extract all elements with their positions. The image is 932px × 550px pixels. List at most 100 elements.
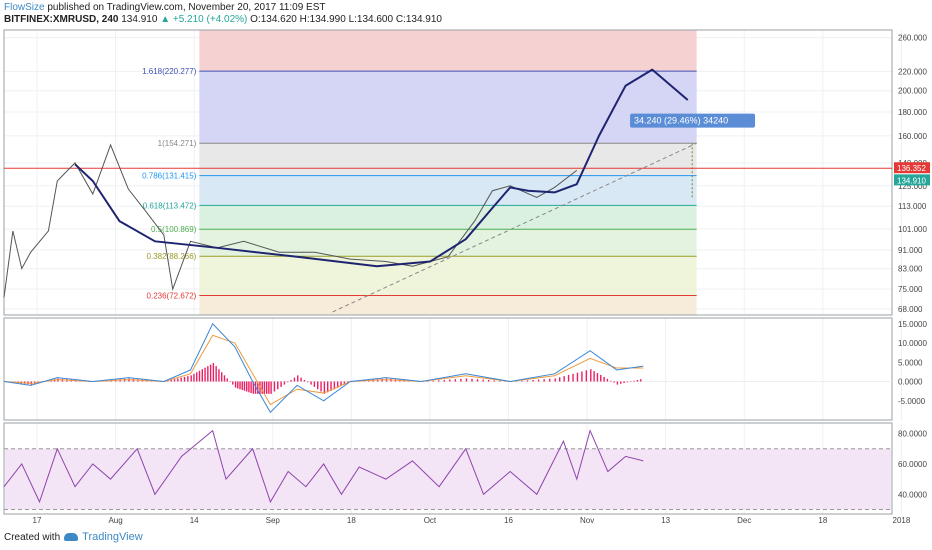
y-tick-label: 260.000 (898, 34, 927, 43)
macd-histogram-bar (432, 380, 434, 382)
macd-histogram-bar (606, 378, 609, 382)
macd-histogram-bar (201, 369, 203, 382)
last-price: 134.910 (121, 14, 158, 25)
price-series (3, 143, 578, 298)
macd-histogram-bar (330, 381, 332, 391)
macd-histogram-bar (438, 380, 440, 382)
macd-histogram-bar (180, 377, 182, 382)
macd-histogram-bar (273, 381, 276, 392)
macd-histogram-bar (600, 374, 602, 382)
macd-histogram-bar (526, 380, 529, 382)
fib-level-label: 0.618(113.472) (143, 201, 197, 210)
macd-histogram-bar (310, 381, 312, 385)
x-tick-label: Nov (580, 516, 594, 525)
macd-histogram-bar (590, 369, 592, 382)
macd-histogram-bar (630, 381, 632, 383)
macd-histogram-bar (633, 380, 635, 382)
macd-histogram-bar (471, 378, 473, 382)
macd-histogram-bar (499, 380, 501, 382)
macd-histogram-bar (177, 378, 179, 382)
macd-histogram-bar (532, 379, 534, 382)
measure-label: 34.240 (29.46%) 34240 (634, 116, 728, 126)
macd-histogram-bar (327, 381, 329, 393)
macd-y-tick-label: 5.0000 (898, 358, 923, 367)
macd-histogram-bar (268, 381, 270, 394)
macd-line (3, 322, 644, 414)
author-link[interactable]: FlowSize (4, 2, 45, 13)
y-tick-label: 68.000 (898, 305, 923, 314)
macd-histogram-bar (223, 375, 226, 382)
macd-histogram-bar (248, 381, 250, 393)
macd-histogram-bar (610, 380, 612, 382)
macd-histogram-bar (234, 381, 237, 388)
macd-histogram-bar (549, 378, 551, 382)
macd-histogram-bar (343, 381, 346, 385)
rsi-y-tick-label: 60.0000 (898, 460, 927, 469)
macd-histogram-bar (596, 373, 599, 382)
macd-histogram-bar (543, 379, 545, 382)
macd-histogram-bar (287, 381, 289, 383)
macd-histogram-bar (603, 376, 605, 382)
macd-histogram-bar (290, 379, 292, 382)
rsi-y-tick-label: 80.0000 (898, 430, 927, 439)
tradingview-logo-icon (64, 533, 79, 541)
macd-histogram-bar (537, 379, 540, 382)
fib-zone (199, 295, 697, 315)
symbol-name[interactable]: BITFINEX:XMRUSD, 240 (4, 14, 119, 25)
macd-histogram-bar (337, 381, 339, 388)
fib-level-label: 1(154.271) (158, 139, 197, 148)
macd-histogram-bar (443, 379, 445, 382)
tradingview-brand[interactable]: TradingView (82, 531, 143, 543)
macd-y-tick-label: -5.0000 (898, 397, 926, 406)
macd-panel (3, 317, 893, 421)
macd-histogram-bar (173, 379, 176, 382)
chart-canvas[interactable]: 17 Aug 14 Sep 18 Oct 16 Nov 13 Dec 18 2018 68.000 75.… (0, 0, 932, 530)
macd-histogram-bar (313, 381, 316, 387)
macd-histogram-bar (263, 381, 266, 394)
macd-histogram-bar (207, 366, 209, 382)
macd-histogram-bar (265, 381, 268, 394)
macd-histogram-bar (426, 381, 429, 382)
ohlc-values: O:134.620 H:134.990 L:134.600 C:134.910 (250, 14, 442, 25)
macd-histogram-bar (232, 381, 234, 385)
macd-histogram-bar (640, 379, 642, 382)
macd-histogram-bar (209, 364, 212, 382)
y-tick-label: 75.000 (898, 285, 923, 294)
fib-level-label: 0.786(131.415) (142, 172, 197, 181)
fib-zone (199, 229, 697, 257)
last-price-tag (894, 174, 930, 186)
macd-histogram-bar (333, 381, 336, 390)
macd-histogram-bar (190, 375, 192, 382)
macd-histogram-bar (317, 381, 319, 390)
macd-histogram-bar (559, 377, 561, 382)
symbol-line: BITFINEX:XMRUSD, 240 134.910 ▲ +5.210 (+… (4, 14, 442, 25)
macd-histogram-bar (449, 379, 451, 382)
x-tick-label: 16 (504, 516, 513, 525)
macd-histogram-bar (259, 381, 261, 394)
projection-curve (74, 68, 689, 268)
chart-header: FlowSize published on TradingView.com, N… (4, 0, 924, 26)
macd-histogram-bar (170, 379, 172, 382)
macd-histogram-bar (476, 379, 479, 382)
published-text: published on TradingView.com, November 2… (44, 2, 326, 13)
macd-histogram-bar (493, 380, 495, 382)
fib-zone (199, 71, 697, 144)
macd-histogram-bar (204, 367, 206, 382)
macd-histogram-bar (270, 381, 272, 394)
macd-histogram-bar (254, 381, 257, 394)
macd-signal-line (3, 334, 644, 406)
x-tick-label: 2018 (893, 516, 911, 525)
fib-level-label: 1.618(220.277) (142, 67, 197, 76)
macd-histogram-bar (183, 376, 186, 382)
rsi-y-tick-label: 40.0000 (898, 490, 927, 499)
macd-histogram-bar (198, 370, 201, 382)
macd-histogram-bar (323, 381, 326, 394)
macd-histogram-bar (616, 381, 619, 385)
macd-y-tick-label: 15.0000 (898, 320, 927, 329)
x-tick-label: 18 (818, 516, 827, 525)
fib-zone (199, 30, 697, 72)
trend-line (332, 142, 697, 313)
macd-histogram-bar (250, 381, 252, 394)
macd-histogram-bar (567, 374, 570, 382)
x-tick-label: 14 (190, 516, 199, 525)
